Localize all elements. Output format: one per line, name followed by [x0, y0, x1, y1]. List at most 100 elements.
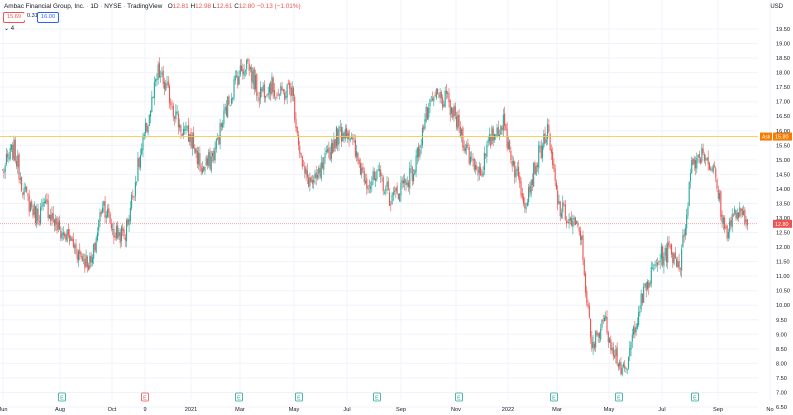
earnings-marker[interactable]: E	[58, 392, 66, 402]
candle-body	[429, 98, 431, 107]
candle-body	[543, 134, 545, 148]
candle-body	[301, 155, 303, 167]
earnings-marker[interactable]: E	[691, 392, 699, 402]
candle-body	[242, 68, 244, 75]
candle-body	[22, 192, 24, 196]
candle-body	[10, 144, 13, 150]
open-value: 12.81	[172, 3, 189, 10]
candle-body	[118, 231, 120, 237]
candle-body	[602, 320, 604, 322]
candle-body	[608, 338, 611, 343]
sell-price-button[interactable]: 15.69	[3, 12, 25, 23]
earnings-marker[interactable]: E	[615, 392, 623, 402]
candle-body	[115, 226, 117, 239]
candle-body	[114, 236, 116, 238]
candle-body	[466, 145, 468, 149]
earnings-marker[interactable]: E	[373, 392, 381, 402]
price-tick-label: 16.50	[776, 114, 790, 120]
candle-body	[286, 84, 288, 98]
candle-body	[665, 248, 667, 263]
candle-body	[251, 67, 253, 82]
candle-body	[669, 246, 671, 247]
candle-body	[280, 85, 282, 95]
candle-body	[590, 318, 592, 338]
candle-body	[108, 208, 110, 213]
candle-body	[515, 169, 517, 178]
candle-body	[390, 204, 392, 206]
candle-body	[162, 70, 164, 84]
candle-body	[137, 158, 139, 182]
candle-body	[67, 228, 69, 236]
candle-body	[497, 126, 499, 137]
earnings-marker[interactable]: E	[550, 392, 558, 402]
candle-body	[247, 58, 249, 62]
candle-body	[638, 312, 640, 326]
time-tick-label: Jul	[658, 407, 665, 413]
candle-body	[64, 233, 66, 237]
volume-toggle[interactable]: ⌄ 4	[4, 26, 15, 32]
price-axis[interactable]: 19.50 19.00 18.50 18.00 17.50 17.00 16.50 16.00…	[776, 27, 790, 411]
candle-body	[31, 201, 33, 208]
candle-body	[105, 215, 107, 218]
candle-body	[33, 203, 35, 215]
candle-body	[440, 92, 442, 99]
candle-body	[457, 114, 459, 129]
earnings-marker[interactable]: E	[141, 392, 149, 402]
interval-label[interactable]: 1D	[90, 3, 99, 10]
candle-body	[129, 207, 131, 222]
earnings-marker[interactable]: E	[295, 392, 303, 402]
earnings-glyph: E	[617, 396, 621, 402]
price-tick-label: 12.50	[776, 231, 790, 237]
candle-body	[395, 188, 397, 192]
earnings-marker[interactable]: E	[235, 392, 243, 402]
candle-body	[600, 328, 602, 340]
candle-body	[430, 96, 432, 98]
candle-body	[458, 114, 460, 127]
earnings-marker[interactable]: E	[455, 392, 463, 402]
time-axis[interactable]: Jun Aug Oct 9 2021 Mar May Jul Sep Nov 2022 Mar May J…	[0, 407, 774, 413]
candle-body	[564, 204, 566, 220]
candle-body	[134, 182, 136, 197]
candle-body	[617, 363, 619, 368]
candle-body	[586, 291, 588, 303]
price-tick-label: 11.50	[776, 260, 790, 266]
candle-body	[584, 273, 587, 293]
candle-body	[93, 243, 95, 259]
candle-body	[7, 154, 9, 158]
candle-body	[289, 82, 291, 89]
candle-body	[138, 157, 140, 167]
candle-body	[711, 168, 713, 171]
candle-body	[297, 134, 300, 145]
candle-body	[174, 116, 176, 119]
source-label: TradingView	[127, 3, 163, 10]
candle-body	[201, 168, 203, 173]
candle-body	[95, 238, 97, 253]
candle-body	[194, 148, 196, 153]
candle-body	[32, 208, 34, 216]
candle-body	[739, 207, 741, 217]
candle-body	[182, 128, 184, 135]
time-tick-label: Aug	[55, 407, 65, 413]
candle-body	[581, 236, 583, 241]
candle-body	[330, 143, 332, 159]
candle-body	[593, 343, 595, 349]
candle-body	[482, 171, 484, 177]
candle-body	[689, 173, 692, 182]
price-tick-label: 6.50	[776, 405, 787, 411]
candle-body	[454, 106, 456, 116]
candle-body	[625, 368, 627, 370]
buy-price-button[interactable]: 16.00	[37, 12, 59, 23]
candle-body	[368, 185, 370, 187]
candle-body	[377, 169, 379, 171]
candle-body	[467, 143, 469, 147]
currency-label[interactable]: USD	[770, 4, 783, 10]
candle-body	[71, 238, 73, 242]
candle-body	[743, 210, 745, 215]
candle-body	[356, 151, 358, 158]
candle-body	[444, 90, 446, 107]
candle-body	[558, 201, 560, 204]
candle-body	[693, 159, 695, 165]
candle-body	[208, 152, 210, 166]
candle-body	[70, 236, 72, 241]
